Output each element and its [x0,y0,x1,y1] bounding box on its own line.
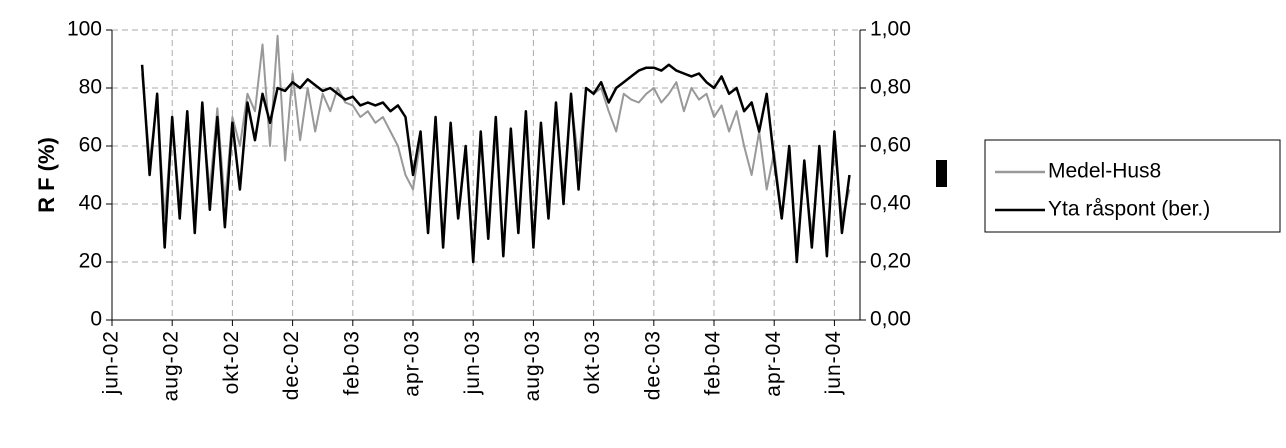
y2-tick-label: 0,20 [870,250,911,273]
x-tick-label: apr-04 [762,330,785,397]
x-tick-label: jun-02 [100,330,123,395]
legend-label: Yta råspont (ber.) [1048,198,1210,221]
y2-tick-label: 0,40 [870,192,911,215]
y-tick-label: 0 [90,308,102,331]
legend-label: Medel-Hus8 [1048,160,1161,183]
y2-tick-label: 0,80 [870,76,911,99]
legend [984,139,1281,233]
y-axis-title: R F (%) [34,137,59,213]
x-tick-label: feb-03 [340,330,363,396]
y-tick-label: 100 [67,18,102,41]
x-tick-label: dec-03 [641,330,664,400]
plot-area [112,30,860,320]
y2-tick-label: 0,00 [870,308,911,331]
y-tick-label: 20 [79,250,102,273]
x-tick-label: aug-02 [160,330,183,401]
y2-axis-marker [936,160,947,187]
y-tick-label: 40 [79,192,102,215]
series-line [140,63,851,264]
x-tick-label: jun-04 [822,330,845,395]
x-tick-label: jun-03 [461,330,484,395]
y-tick-label: 80 [79,76,102,99]
x-tick-label: okt-02 [220,330,243,394]
y2-tick-label: 1,00 [870,18,911,41]
x-tick-label: dec-02 [280,330,303,400]
x-tick-label: apr-03 [401,330,424,397]
x-tick-label: okt-03 [581,330,604,394]
y-tick-label: 60 [79,134,102,157]
y2-tick-label: 0,60 [870,134,911,157]
x-tick-label: feb-04 [702,330,725,396]
x-tick-label: aug-03 [521,330,544,401]
